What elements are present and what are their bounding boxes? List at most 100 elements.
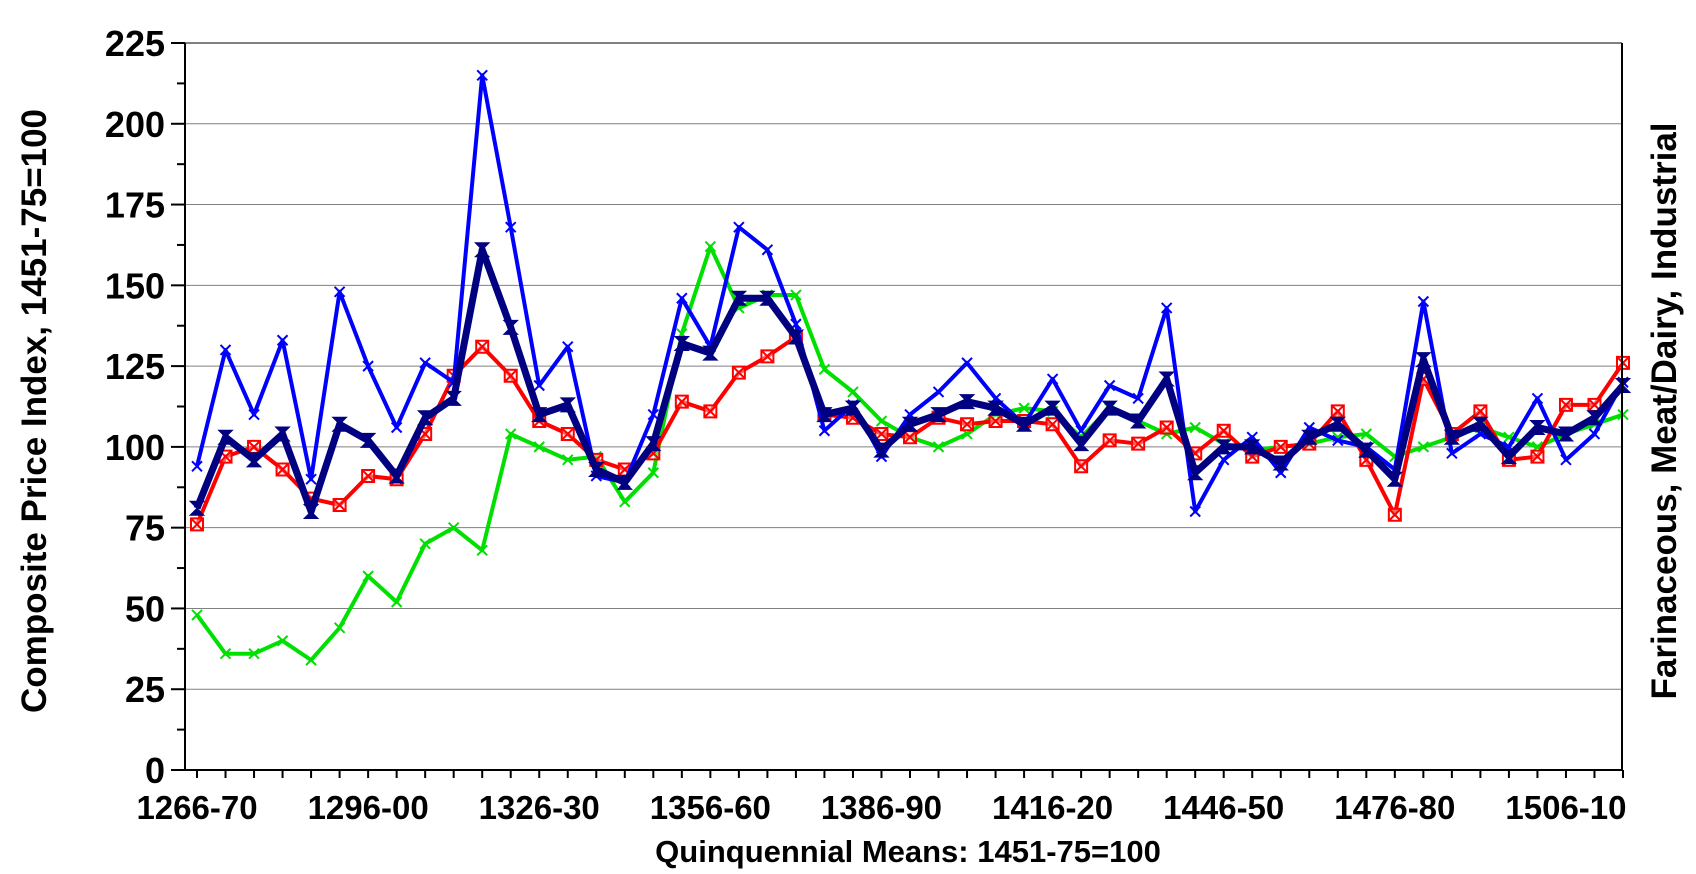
- data-point: [1587, 397, 1602, 412]
- data-point: [987, 400, 1004, 416]
- data-point: [1103, 379, 1116, 392]
- x-axis-title: Quinquennial Means: 1451-75=100: [655, 834, 1161, 869]
- data-point: [1129, 413, 1147, 429]
- y-tick-label: 150: [105, 265, 165, 306]
- data-point: [787, 329, 805, 345]
- data-point: [761, 244, 774, 256]
- data-point: [217, 429, 234, 445]
- data-point: [359, 432, 377, 448]
- data-point: [647, 467, 660, 479]
- data-point: [1387, 507, 1402, 522]
- data-point: [1301, 429, 1318, 445]
- data-point: [1215, 439, 1232, 455]
- data-point: [275, 462, 290, 477]
- data-point: [476, 544, 488, 556]
- data-point: [988, 414, 1003, 429]
- data-point: [1189, 505, 1201, 518]
- data-point: [961, 357, 973, 369]
- data-point: [731, 365, 746, 380]
- x-tick-label: 1356-60: [650, 789, 771, 826]
- data-point: [930, 407, 947, 423]
- x-tick-label: 1326-30: [479, 789, 600, 826]
- data-point: [873, 442, 890, 458]
- data-point: [476, 69, 488, 82]
- data-point: [760, 349, 775, 364]
- data-point: [1558, 397, 1573, 412]
- data-point: [790, 289, 802, 301]
- x-tick-label: 1386-90: [821, 789, 942, 826]
- x-tick-label: 1506-10: [1505, 789, 1626, 826]
- data-point: [733, 221, 745, 233]
- x-tick-label: 1296-00: [308, 789, 429, 826]
- data-point: [1386, 471, 1404, 487]
- y-tick-label: 125: [105, 346, 165, 387]
- data-point: [1329, 416, 1347, 432]
- data-point: [958, 394, 976, 410]
- data-point: [302, 504, 320, 520]
- data-point: [274, 426, 291, 442]
- y-tick-label: 100: [105, 427, 165, 468]
- data-point: [1072, 436, 1090, 452]
- data-point: [816, 407, 833, 423]
- data-point: [759, 290, 776, 306]
- data-point: [191, 609, 203, 621]
- right-axis-title: Farinaceous, Meat/Dairy, Industrial: [1645, 122, 1684, 699]
- data-point: [331, 416, 348, 432]
- data-point: [616, 474, 634, 490]
- data-point: [673, 335, 691, 351]
- axes: [171, 42, 1624, 778]
- y-tick-label: 75: [125, 508, 165, 549]
- data-point: [1046, 373, 1059, 385]
- data-point: [332, 498, 347, 513]
- data-point: [248, 408, 260, 421]
- y-tick-labels: 0 25 50 75 100 125 150 175 200 225: [105, 23, 165, 791]
- data-point: [703, 404, 718, 419]
- data-point: [1131, 436, 1146, 451]
- data-point: [1015, 416, 1033, 432]
- y-tick-label: 50: [125, 588, 165, 629]
- data-point: [1132, 392, 1144, 405]
- data-point: [1189, 421, 1201, 434]
- data-point: [390, 596, 403, 608]
- x-tick-label: 1266-70: [136, 789, 257, 826]
- data-point: [674, 394, 689, 409]
- data-point: [362, 570, 374, 582]
- series-lines: [188, 69, 1632, 666]
- data-point: [531, 407, 548, 423]
- data-point: [562, 341, 574, 353]
- data-point: [647, 408, 660, 421]
- data-point: [361, 468, 376, 483]
- data-point: [333, 286, 346, 298]
- data-point: [730, 290, 748, 306]
- data-point: [505, 221, 517, 233]
- data-point: [1101, 400, 1118, 416]
- data-point: [645, 436, 662, 452]
- data-point: [1216, 423, 1231, 438]
- data-point: [818, 425, 831, 437]
- data-point: [419, 538, 431, 550]
- data-point: [1218, 454, 1230, 466]
- data-point: [533, 379, 545, 392]
- data-point: [562, 454, 574, 466]
- data-point: [419, 357, 431, 369]
- data-point: [191, 460, 203, 472]
- y-tick-label: 175: [105, 185, 165, 226]
- data-point: [473, 242, 491, 258]
- data-point: [847, 386, 859, 398]
- data-point: [1588, 428, 1601, 440]
- data-point: [416, 410, 434, 426]
- data-point: [1158, 371, 1175, 387]
- data-point: [619, 496, 631, 508]
- data-point: [960, 417, 975, 432]
- data-point: [390, 421, 403, 434]
- y-tick-label: 25: [125, 669, 165, 710]
- data-point: [1417, 441, 1430, 453]
- data-point: [1074, 459, 1089, 474]
- data-point: [276, 635, 289, 647]
- data-point: [445, 390, 462, 406]
- data-point: [188, 500, 206, 516]
- data-point: [1273, 439, 1288, 454]
- data-point: [1159, 420, 1174, 435]
- data-point: [219, 647, 232, 660]
